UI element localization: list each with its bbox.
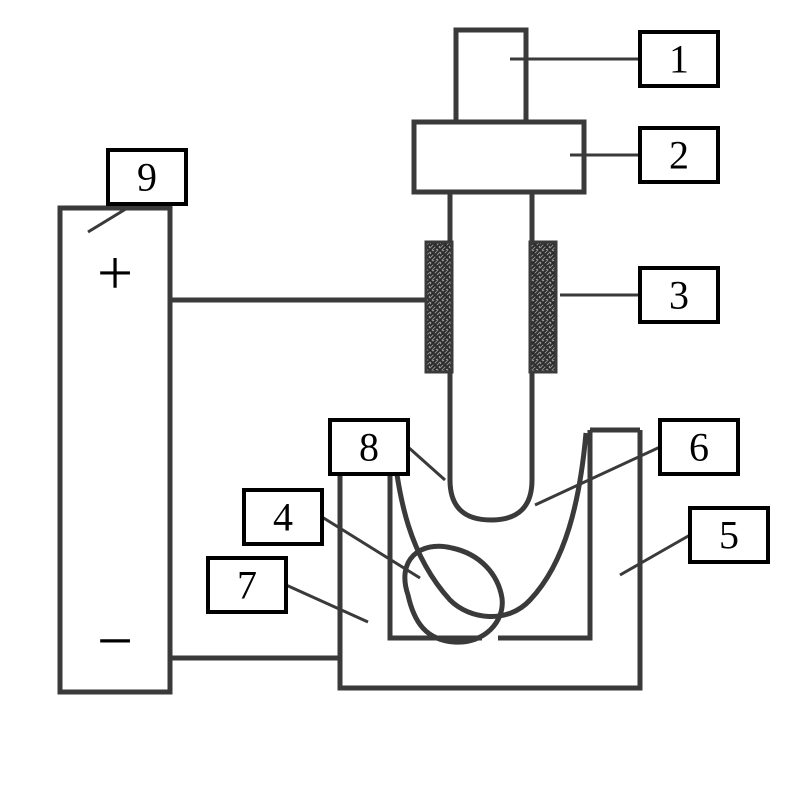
component-1 bbox=[456, 30, 526, 122]
label-text-l2: 2 bbox=[669, 133, 689, 178]
label-text-l7: 7 bbox=[237, 563, 257, 608]
label-text-l6: 6 bbox=[689, 425, 709, 470]
diagram-svg: + − 1 2 3 4 56 7 8 9 bbox=[0, 0, 800, 794]
label-text-l8: 8 bbox=[359, 425, 379, 470]
label-text-l9: 9 bbox=[137, 155, 157, 200]
leader-l4 bbox=[322, 517, 420, 578]
label-text-l3: 3 bbox=[669, 273, 689, 318]
metal-pool bbox=[405, 546, 502, 642]
label-text-l5: 5 bbox=[719, 513, 739, 558]
contact-left bbox=[426, 242, 452, 372]
leader-l8 bbox=[408, 447, 445, 480]
component-2 bbox=[414, 122, 584, 192]
label-text-l4: 4 bbox=[273, 495, 293, 540]
label-text-l1: 1 bbox=[669, 37, 689, 82]
leader-l5 bbox=[620, 535, 690, 575]
diagram-canvas: + − 1 2 3 4 56 7 8 9 bbox=[0, 0, 800, 794]
minus-terminal-label: − bbox=[97, 605, 133, 676]
electrode bbox=[450, 192, 532, 520]
crucible-inner-right bbox=[498, 430, 590, 638]
plus-terminal-label: + bbox=[97, 237, 133, 308]
contact-right bbox=[530, 242, 556, 372]
leader-l7 bbox=[286, 585, 368, 622]
